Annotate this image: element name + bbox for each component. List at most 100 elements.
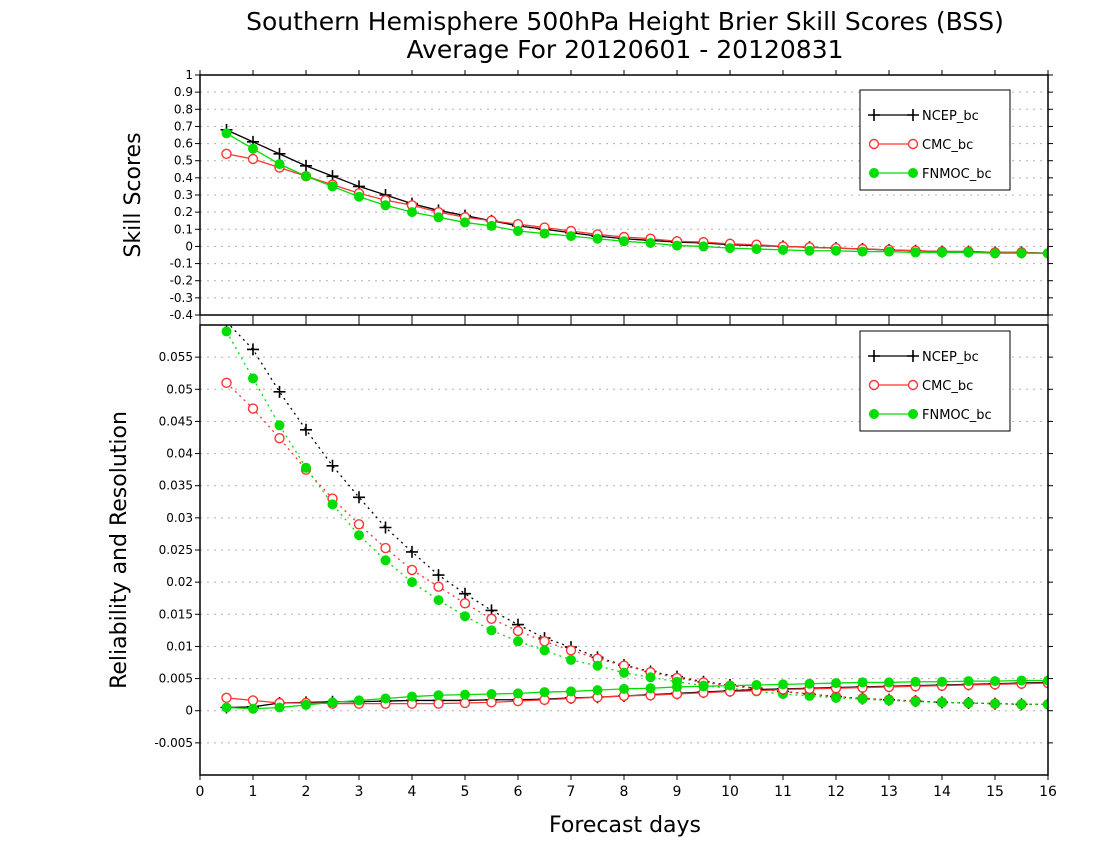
x-tick-label: 15: [986, 784, 1004, 800]
data-point-FNMOC_bc: [1043, 248, 1048, 259]
legend: NCEP_bc CMC_bc FNMOC_bc: [859, 330, 1011, 432]
data-point-FNMOC_bc: [963, 698, 974, 708]
x-tick-label: 6: [514, 784, 523, 800]
data-point-FNMOC_bc: [354, 695, 364, 706]
data-point-FNMOC_bc: [248, 373, 258, 384]
y-tick-label: 0.045: [159, 414, 193, 428]
y-tick-label: 0.1: [174, 222, 193, 236]
data-point-FNMOC_bc: [619, 683, 629, 694]
data-point-CMC_bc: [486, 697, 497, 708]
y-tick-label: 0.03: [166, 511, 193, 525]
legend-marker-NCEP_bc: [907, 109, 919, 121]
data-point-CMC_bc: [221, 148, 232, 160]
legend-marker-CMC_bc: [907, 379, 919, 391]
y-tick-label: -0.005: [154, 736, 193, 750]
data-point-FNMOC_bc: [407, 577, 417, 588]
y-tick-label: 0.6: [174, 137, 193, 151]
y-tick-label: 0.04: [166, 447, 193, 461]
y-tick-label: 0.5: [174, 154, 193, 168]
data-point-FNMOC_bc: [990, 676, 1000, 687]
legend-label-FNMOC_bc: FNMOC_bc: [922, 408, 992, 423]
legend-label-FNMOC_bc: FNMOC_bc: [922, 167, 992, 182]
data-point-FNMOC_bc: [592, 685, 603, 696]
data-point-FNMOC_bc: [963, 247, 974, 258]
y-tick-label: -0.4: [170, 308, 193, 322]
data-point-CMC_bc: [539, 636, 550, 647]
x-tick-label: 8: [620, 784, 629, 800]
data-point-FNMOC_bc: [857, 694, 868, 705]
data-point-FNMOC_bc: [486, 689, 497, 699]
data-point-FNMOC_bc: [1043, 675, 1048, 686]
data-point-FNMOC_bc: [327, 181, 338, 192]
legend-marker-FNMOC_bc: [869, 168, 879, 178]
y-tick-label: 0.005: [159, 672, 193, 686]
y-tick-label: 0.4: [174, 171, 193, 185]
data-point-FNMOC_bc: [619, 667, 629, 678]
data-point-FNMOC_bc: [221, 326, 232, 337]
data-point-FNMOC_bc: [592, 660, 603, 671]
data-point-FNMOC_bc: [1016, 248, 1027, 259]
data-point-FNMOC_bc: [539, 228, 550, 239]
y-tick-label: 0.035: [159, 479, 193, 493]
legend-marker-NCEP_bc: [868, 350, 880, 362]
data-point-FNMOC_bc: [301, 699, 311, 710]
data-point-FNMOC_bc: [566, 654, 576, 665]
data-point-CMC_bc: [380, 542, 391, 554]
y-tick-label: 0.2: [174, 205, 193, 219]
legend-label-CMC_bc: CMC_bc: [922, 138, 973, 153]
y-tick-label: -0.3: [170, 291, 193, 305]
data-point-FNMOC_bc: [698, 681, 709, 692]
y-tick-label: 0.01: [166, 639, 193, 653]
data-point-FNMOC_bc: [274, 702, 285, 713]
data-point-FNMOC_bc: [990, 698, 1000, 709]
x-tick-label: 3: [355, 784, 364, 800]
data-point-NCEP_bc: [406, 545, 418, 558]
data-point-FNMOC_bc: [725, 243, 735, 254]
data-point-FNMOC_bc: [778, 679, 788, 690]
data-point-FNMOC_bc: [1043, 699, 1048, 710]
data-point-FNMOC_bc: [513, 226, 523, 236]
data-point-CMC_bc: [459, 697, 471, 709]
data-point-FNMOC_bc: [884, 695, 894, 706]
reliability-resolution-panel: 0.055 0.05 0.045 0.04 0.035 0.03 0.025 0.02 0.01…: [154, 320, 1057, 800]
y-tick-label: 0.055: [159, 350, 193, 364]
data-point-CMC_bc: [512, 625, 524, 637]
data-point-CMC_bc: [221, 692, 232, 704]
y-tick-label: 0.05: [166, 382, 193, 396]
chart-title-line-2: Average For 20120601 - 20120831: [406, 35, 843, 64]
y-tick-label: 1: [185, 68, 193, 82]
data-point-FNMOC_bc: [566, 231, 576, 242]
data-point-FNMOC_bc: [301, 462, 311, 473]
data-point-FNMOC_bc: [751, 680, 762, 690]
x-tick-label: 2: [302, 784, 311, 800]
data-point-NCEP_bc: [459, 587, 471, 600]
data-point-CMC_bc: [274, 432, 285, 444]
data-point-FNMOC_bc: [327, 697, 338, 708]
data-point-FNMOC_bc: [910, 247, 921, 258]
data-point-FNMOC_bc: [645, 683, 656, 694]
data-point-FNMOC_bc: [1016, 675, 1027, 686]
data-point-FNMOC_bc: [407, 207, 417, 218]
data-point-FNMOC_bc: [539, 687, 550, 698]
data-point-FNMOC_bc: [910, 676, 921, 687]
data-point-FNMOC_bc: [804, 678, 815, 689]
x-tick-label: 1: [249, 784, 258, 800]
y-tick-label: -0.1: [170, 257, 193, 271]
x-tick-label: 9: [673, 784, 682, 800]
y-tick-label: 0.7: [174, 119, 193, 133]
plot-frame: [199, 74, 1049, 316]
data-point-CMC_bc: [486, 613, 497, 624]
data-point-FNMOC_bc: [327, 499, 338, 510]
y-tick-label: 0.025: [159, 543, 193, 557]
data-point-FNMOC_bc: [831, 692, 841, 703]
legend: NCEP_bc CMC_bc FNMOC_bc: [859, 89, 1011, 191]
x-axis-label: Forecast days: [549, 813, 701, 838]
data-point-FNMOC_bc: [433, 595, 444, 606]
data-point-FNMOC_bc: [645, 672, 656, 683]
legend-marker-CMC_bc: [868, 379, 880, 391]
y-tick-label: 0: [185, 704, 193, 718]
data-point-FNMOC_bc: [354, 530, 364, 541]
data-point-CMC_bc: [221, 377, 232, 389]
data-point-FNMOC_bc: [513, 688, 523, 699]
